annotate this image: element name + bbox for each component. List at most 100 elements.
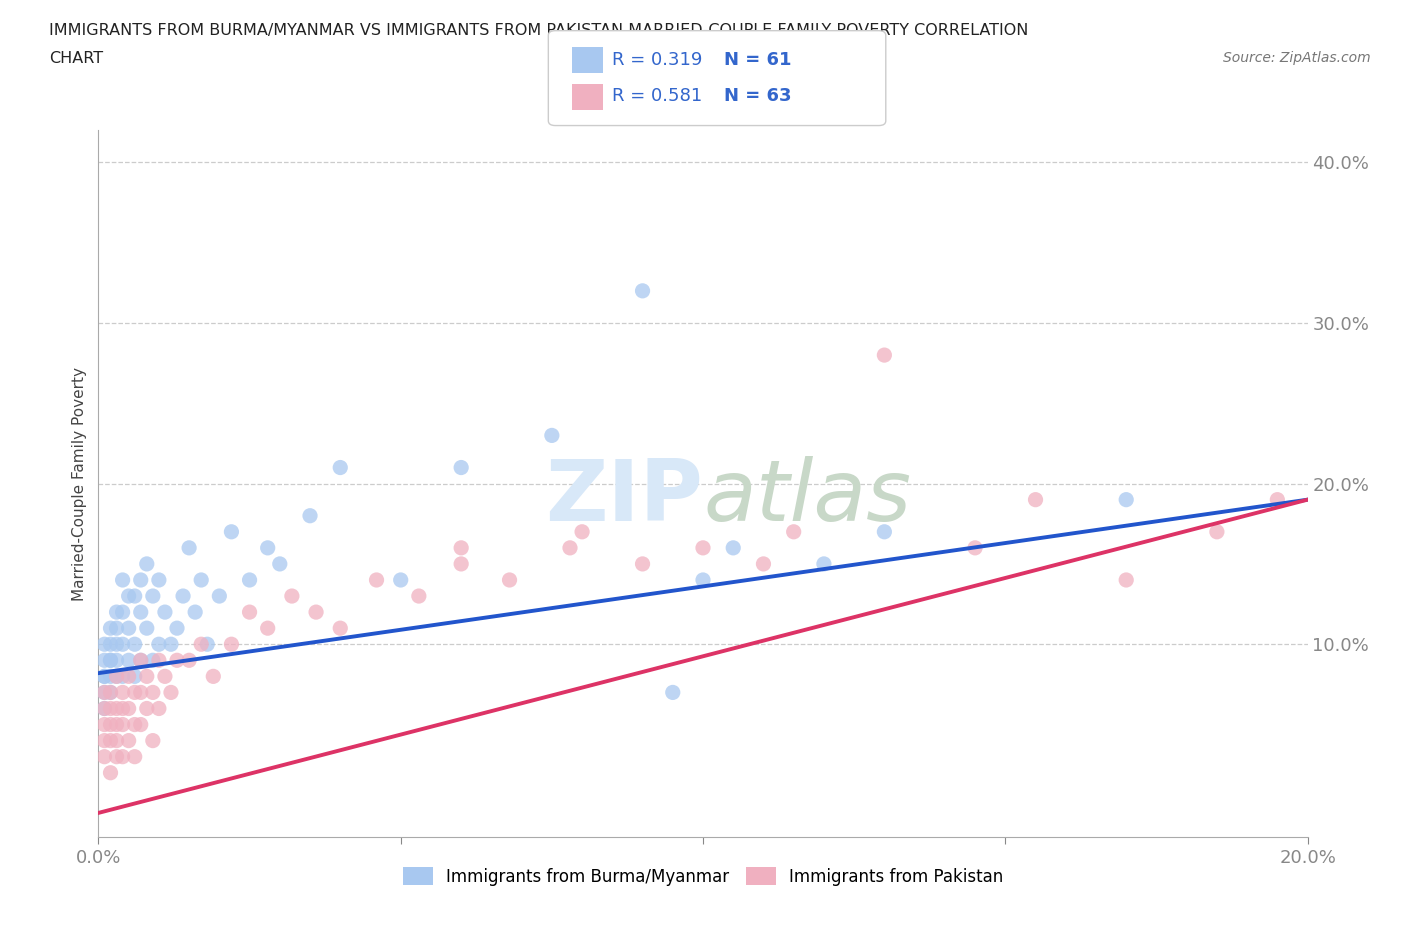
Point (111, 701, 134, 716)
Point (93, 685, 115, 700)
Point (148, 653, 170, 668)
Point (100, 653, 122, 668)
Point (256, 540, 278, 555)
Point (93, 750, 115, 764)
Point (129, 685, 152, 700)
Point (965, 540, 987, 555)
Point (105, 733, 128, 748)
Text: N = 61: N = 61 (724, 50, 792, 69)
Point (135, 620, 157, 635)
Point (105, 637, 128, 652)
Point (93, 669, 115, 684)
Point (692, 540, 714, 555)
Point (100, 701, 122, 716)
Text: R = 0.581: R = 0.581 (612, 86, 702, 105)
Point (389, 573, 412, 588)
Point (129, 717, 152, 732)
Point (118, 653, 141, 668)
Point (190, 637, 212, 652)
Point (105, 701, 128, 716)
Point (299, 509, 322, 524)
Point (118, 733, 141, 748)
Point (105, 750, 128, 764)
Point (208, 589, 231, 604)
Point (160, 637, 183, 652)
Point (305, 604, 328, 619)
Text: Source: ZipAtlas.com: Source: ZipAtlas.com (1223, 51, 1371, 65)
Point (142, 733, 165, 748)
Point (1267, 492, 1289, 507)
Point (1206, 525, 1229, 539)
Point (1115, 492, 1137, 507)
Point (93, 653, 115, 668)
Point (661, 685, 683, 700)
Point (93, 701, 115, 716)
Point (93, 701, 115, 716)
Point (239, 573, 262, 588)
Point (142, 589, 165, 604)
Point (281, 589, 304, 604)
Point (1115, 573, 1137, 588)
Point (450, 460, 472, 475)
Point (124, 637, 146, 652)
Text: ZIP: ZIP (546, 457, 703, 539)
Point (160, 685, 183, 700)
Point (118, 620, 141, 635)
Point (105, 620, 128, 635)
Point (269, 556, 291, 571)
Point (111, 604, 134, 619)
Point (124, 685, 146, 700)
Point (111, 750, 134, 764)
Point (450, 540, 472, 555)
Point (256, 620, 278, 635)
Point (129, 573, 152, 588)
Point (190, 573, 212, 588)
Point (100, 620, 122, 635)
Point (105, 604, 128, 619)
Point (124, 589, 146, 604)
Point (118, 589, 141, 604)
Point (93, 733, 115, 748)
Point (221, 637, 243, 652)
Point (93, 669, 115, 684)
Point (166, 653, 188, 668)
Point (873, 348, 896, 363)
Point (129, 653, 152, 668)
Point (100, 685, 122, 700)
Point (558, 540, 581, 555)
Point (100, 717, 122, 732)
Point (100, 653, 122, 668)
Point (179, 540, 201, 555)
Point (135, 556, 157, 571)
Point (1024, 492, 1046, 507)
Point (142, 685, 165, 700)
Point (129, 653, 152, 668)
Point (148, 637, 170, 652)
Point (105, 669, 128, 684)
Point (571, 525, 593, 539)
Point (100, 669, 122, 684)
Point (221, 525, 243, 539)
Point (723, 540, 745, 555)
Point (239, 604, 262, 619)
Point (179, 653, 201, 668)
Point (111, 685, 134, 700)
Point (202, 669, 225, 684)
Point (129, 604, 152, 619)
Point (148, 573, 170, 588)
Point (100, 733, 122, 748)
Point (329, 620, 352, 635)
Point (408, 589, 430, 604)
Legend: Immigrants from Burma/Myanmar, Immigrants from Pakistan: Immigrants from Burma/Myanmar, Immigrant… (396, 861, 1010, 892)
Point (184, 604, 207, 619)
Point (813, 556, 835, 571)
Point (93, 637, 115, 652)
Point (124, 717, 146, 732)
Point (153, 669, 176, 684)
Point (124, 750, 146, 764)
Text: N = 63: N = 63 (724, 86, 792, 105)
Text: CHART: CHART (49, 51, 103, 66)
Point (124, 669, 146, 684)
Point (631, 284, 654, 299)
Point (111, 573, 134, 588)
